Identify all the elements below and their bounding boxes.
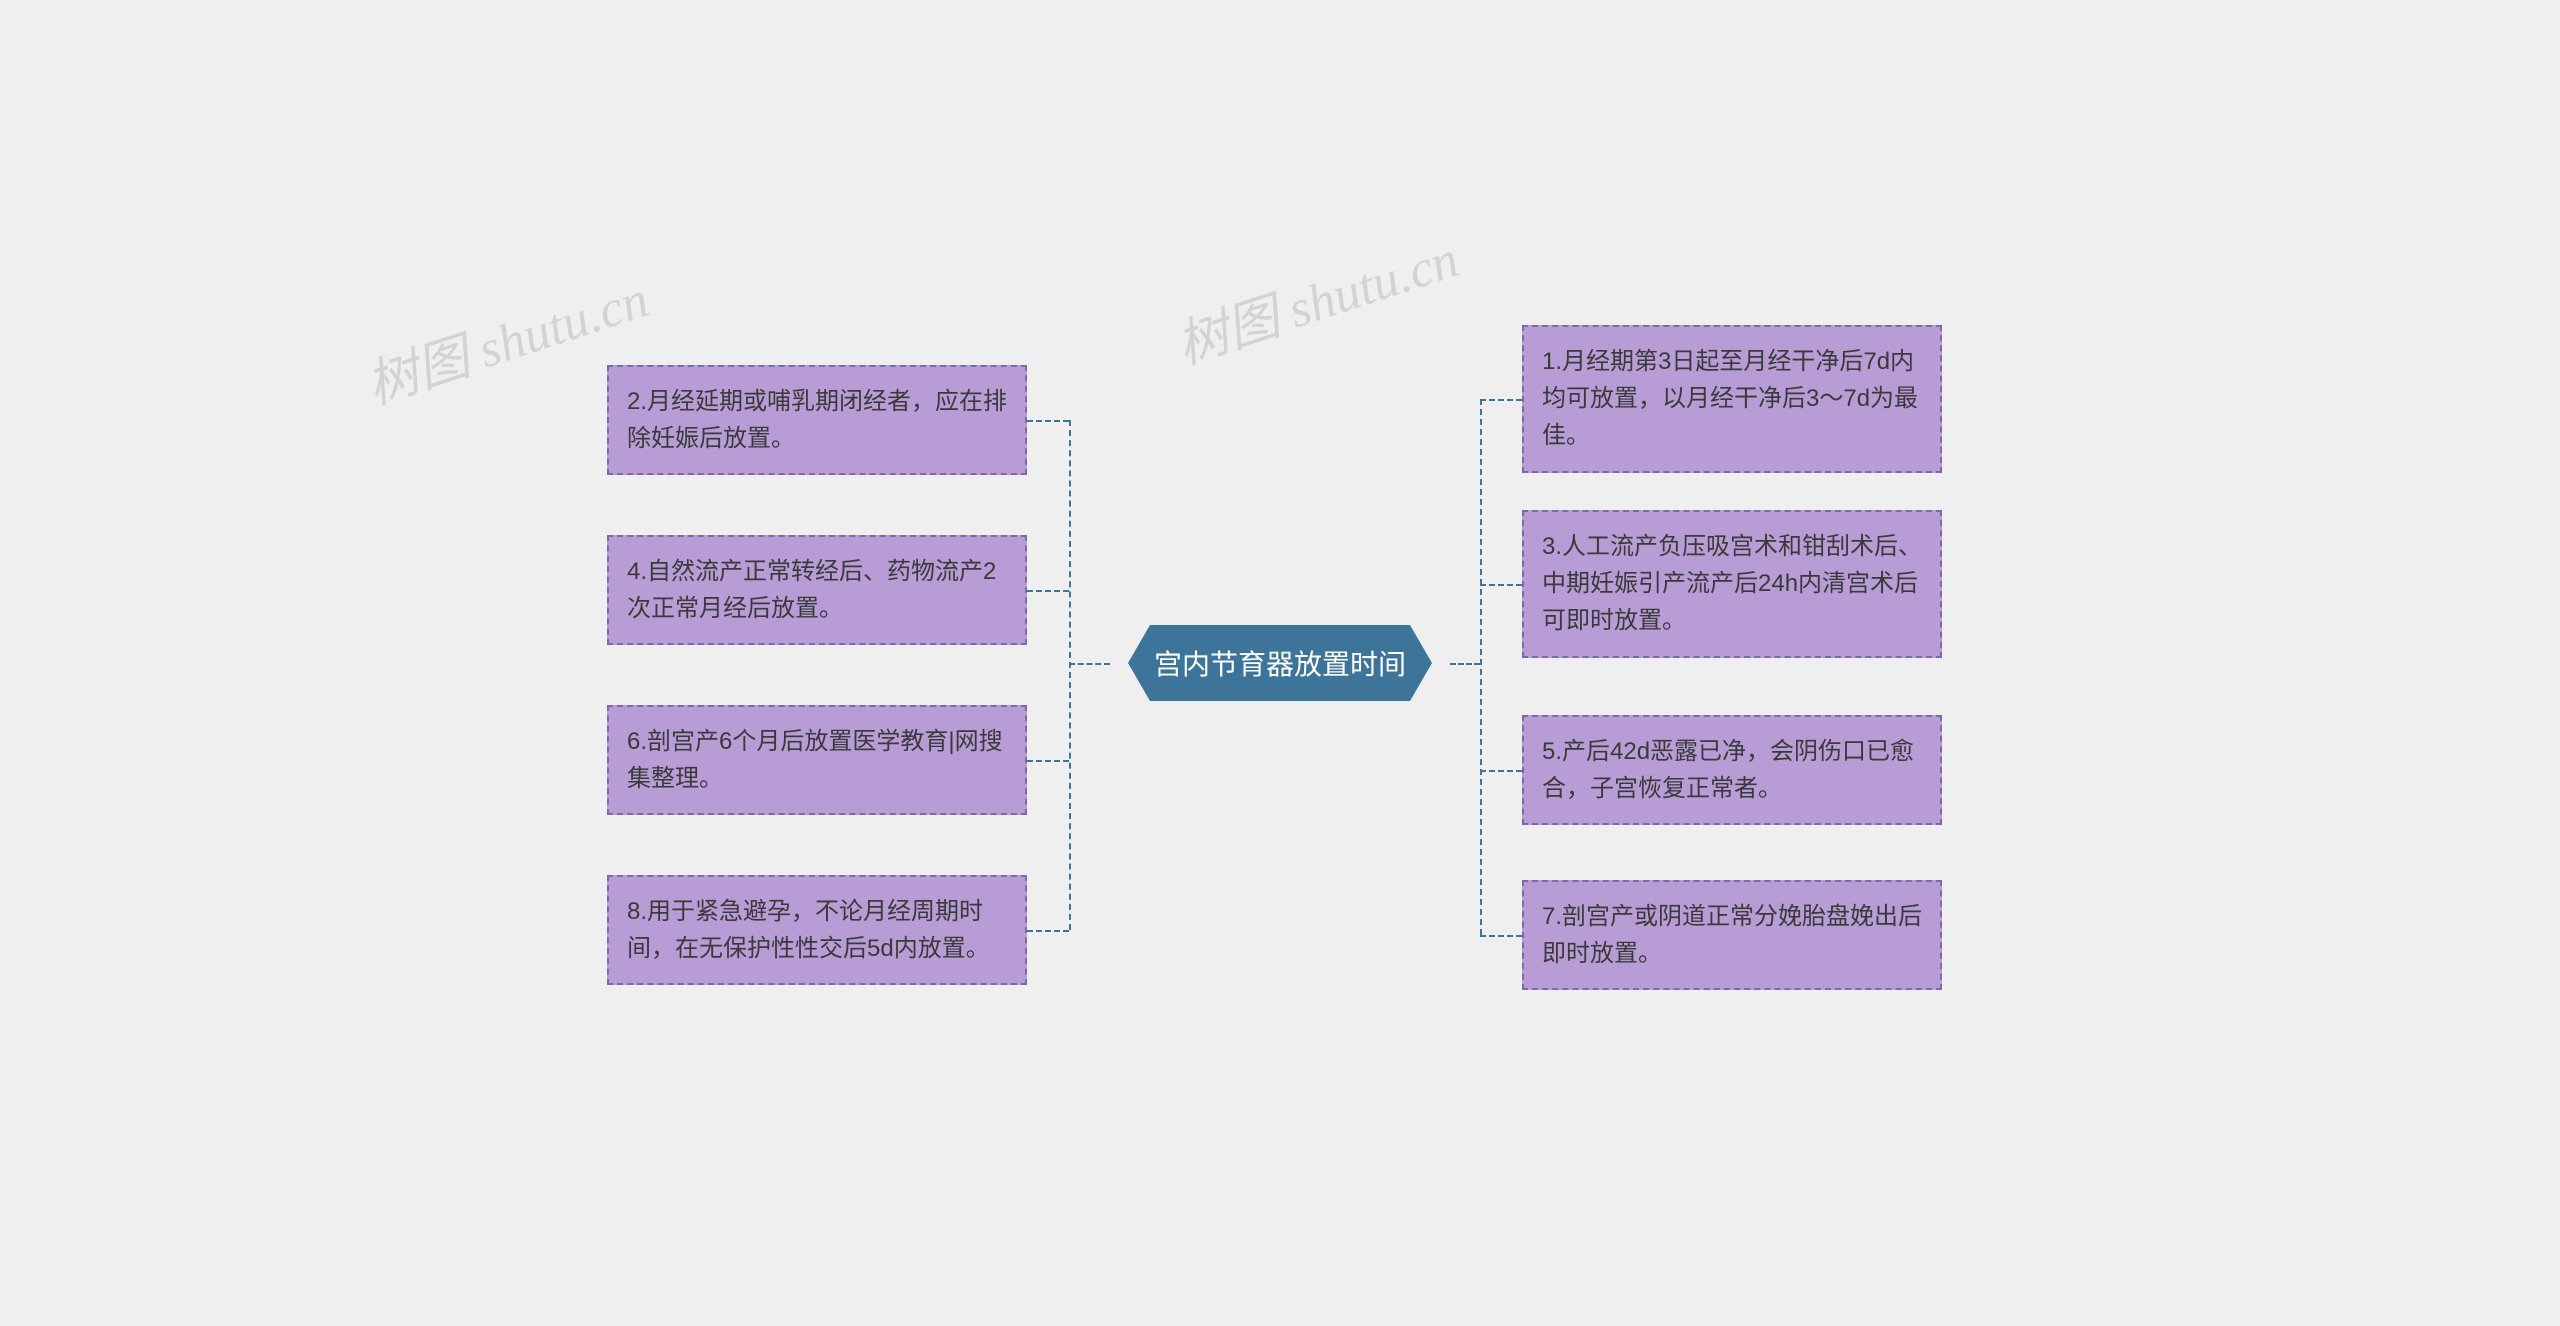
center-node: 宫内节育器放置时间 [1128, 625, 1432, 701]
right-leaf-1-text: 3.人工流产负压吸宫术和钳刮术后、中期妊娠引产流产后24h内清宫术后可即时放置。 [1542, 533, 1922, 634]
left-leaf-3-text: 8.用于紧急避孕，不论月经周期时间，在无保护性性交后5d内放置。 [627, 898, 990, 962]
center-label: 宫内节育器放置时间 [1154, 649, 1406, 680]
left-leaf-3: 8.用于紧急避孕，不论月经周期时间，在无保护性性交后5d内放置。 [607, 875, 1027, 985]
right-leaf-3-text: 7.剖宫产或阴道正常分娩胎盘娩出后即时放置。 [1542, 903, 1922, 967]
mindmap-canvas: 宫内节育器放置时间 2.月经延期或哺乳期闭经者，应在排除妊娠后放置。 4.自然流… [522, 270, 2038, 1056]
left-leaf-2: 6.剖宫产6个月后放置医学教育|网搜集整理。 [607, 705, 1027, 815]
left-leaf-1: 4.自然流产正常转经后、药物流产2次正常月经后放置。 [607, 535, 1027, 645]
left-leaf-0-text: 2.月经延期或哺乳期闭经者，应在排除妊娠后放置。 [627, 388, 1007, 452]
right-leaf-2: 5.产后42d恶露已净，会阴伤口已愈合，子宫恢复正常者。 [1522, 715, 1942, 825]
left-leaf-2-text: 6.剖宫产6个月后放置医学教育|网搜集整理。 [627, 728, 1003, 792]
left-leaf-0: 2.月经延期或哺乳期闭经者，应在排除妊娠后放置。 [607, 365, 1027, 475]
left-leaf-1-text: 4.自然流产正常转经后、药物流产2次正常月经后放置。 [627, 558, 996, 622]
right-leaf-2-text: 5.产后42d恶露已净，会阴伤口已愈合，子宫恢复正常者。 [1542, 738, 1914, 802]
right-leaf-1: 3.人工流产负压吸宫术和钳刮术后、中期妊娠引产流产后24h内清宫术后可即时放置。 [1522, 510, 1942, 658]
right-leaf-0-text: 1.月经期第3日起至月经干净后7d内均可放置，以月经干净后3～7d为最佳。 [1542, 348, 1918, 449]
right-leaf-3: 7.剖宫产或阴道正常分娩胎盘娩出后即时放置。 [1522, 880, 1942, 990]
right-leaf-0: 1.月经期第3日起至月经干净后7d内均可放置，以月经干净后3～7d为最佳。 [1522, 325, 1942, 473]
